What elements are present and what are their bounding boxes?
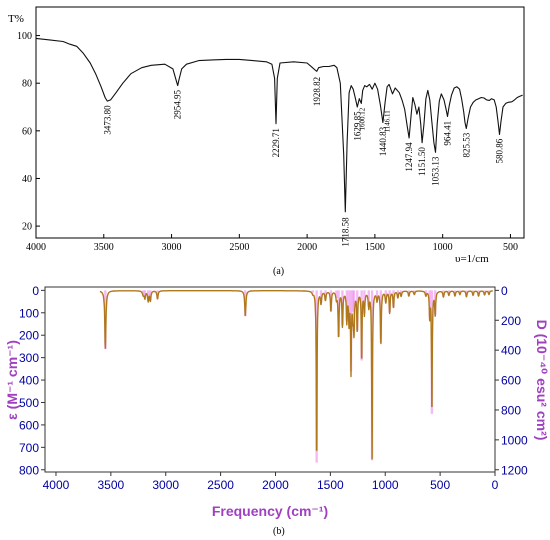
- x-tick-label: 2000: [262, 478, 289, 492]
- left-y-tick-label: 300: [19, 351, 39, 365]
- peak-label: 1718.58: [340, 217, 350, 247]
- ir-curve-layer: [35, 37, 523, 213]
- y-tick-label: 80: [22, 79, 32, 90]
- left-y-tick-label: 500: [19, 396, 39, 410]
- x-tick-label: 500: [503, 242, 518, 253]
- y-tick-label: 20: [22, 222, 32, 233]
- right-y-tick-label: 1200: [501, 463, 528, 477]
- x-tick-label: 500: [430, 478, 450, 492]
- x-tick-label: 3500: [98, 478, 125, 492]
- left-y-tick-label: 600: [19, 418, 39, 432]
- panel-label-b: (b): [273, 526, 285, 537]
- peak-label: 1146.11: [383, 110, 391, 133]
- y-axis-label: T%: [8, 13, 24, 25]
- x-axis-label: υ=1/cm: [455, 253, 489, 265]
- y-tick-label: 40: [22, 174, 32, 185]
- right-y-tick-label: 1000: [501, 433, 528, 447]
- peak-label: 1053.13: [431, 156, 441, 186]
- left-y-tick-label: 700: [19, 441, 39, 455]
- x-tick-label: 1500: [317, 478, 344, 492]
- right-y-tick-label: 400: [501, 344, 521, 358]
- x-tick-label: 3500: [94, 242, 114, 253]
- peak-label: 1629.85: [352, 111, 362, 141]
- right-y-tick-label: 0: [501, 284, 508, 298]
- x-tick-label: 3000: [162, 242, 182, 253]
- x-tick-label: 3000: [152, 478, 179, 492]
- peak-label: 1151.50: [417, 147, 427, 176]
- peak-label: 3473.80: [102, 105, 112, 135]
- peak-label: 1247.94: [404, 142, 414, 172]
- right-y-tick-label: 800: [501, 403, 521, 417]
- left-y-tick-label: 0: [32, 284, 39, 298]
- peak-label: 964.41: [443, 121, 453, 146]
- x-tick-label: 2000: [297, 242, 317, 253]
- panel-a-peak-labels: 3473.80 2954.95 2229.71 1928.82 1718.58 1629.…: [102, 77, 504, 247]
- x-tick-label: 1000: [433, 242, 453, 253]
- y-tick-label: 100: [17, 31, 32, 42]
- ir-transmittance-curve: [35, 37, 523, 213]
- left-y-tick-label: 400: [19, 374, 39, 388]
- x-tick-label: 2500: [229, 242, 249, 253]
- peak-label: 2229.71: [271, 128, 281, 157]
- right-y-tick-label: 600: [501, 374, 521, 388]
- x-tick-label: 4000: [43, 478, 70, 492]
- left-y-tick-label: 100: [19, 306, 39, 320]
- x-tick-label: 1000: [372, 478, 399, 492]
- left-y-tick-label: 800: [19, 463, 39, 477]
- peak-label: 580.86: [495, 138, 505, 163]
- x-tick-label: 1500: [365, 242, 385, 253]
- calculated-curve-layer: [99, 290, 494, 463]
- peak-label: 1928.82: [312, 77, 322, 106]
- calculated-spectrum-panel-b: 4000 3500 3000 2500 2000 1500 1000 500 001002003…: [4, 284, 550, 537]
- x-tick-label: 4000: [26, 242, 46, 253]
- peak-label: 825.53: [461, 132, 471, 157]
- x-axis-label-frequency: Frequency (cm⁻¹): [212, 503, 328, 519]
- right-y-tick-label: 200: [501, 314, 521, 328]
- left-y-axis-label: ε (M⁻¹ cm⁻¹): [4, 340, 20, 420]
- peak-label: 1600.12: [358, 107, 366, 130]
- epsilon-curve: [99, 290, 494, 460]
- panel-b-frame: [44, 286, 496, 473]
- panel-a-frame: [35, 6, 525, 239]
- left-y-tick-label: 200: [19, 329, 39, 343]
- right-y-axis-label: D (10⁻⁴⁰ esu² cm²): [534, 320, 550, 441]
- panel-a-ticks: 4000 3500 3000 2500 2000 1500 1000 500 100 80 60 40…: [17, 31, 518, 253]
- x-tick-label: 2500: [207, 478, 234, 492]
- x-tick-label: 0: [492, 478, 499, 492]
- peak-label: 2954.95: [173, 90, 183, 120]
- ir-spectrum-panel-a: 4000 3500 3000 2500 2000 1500 1000 500 100 80 60 40…: [8, 6, 525, 277]
- peak-label: 1440.83: [378, 126, 388, 156]
- y-tick-label: 60: [22, 126, 32, 137]
- panel-b-ticks: 4000 3500 3000 2500 2000 1500 1000 500 001002003…: [19, 284, 528, 492]
- panel-label-a: (a): [273, 266, 284, 277]
